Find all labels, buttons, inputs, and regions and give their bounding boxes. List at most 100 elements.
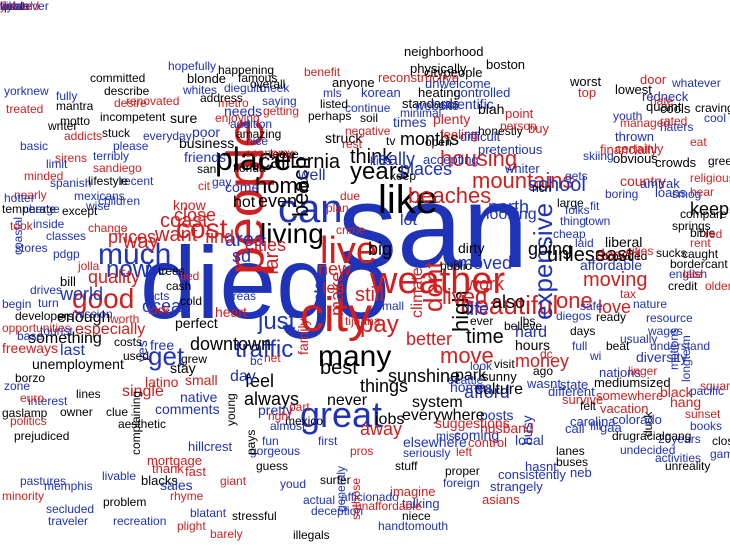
word-money: money <box>515 351 570 371</box>
word-committed: committed <box>90 71 146 85</box>
word-sucks: sucks <box>656 246 687 260</box>
word-grew: grew <box>181 352 208 366</box>
word-buses: buses <box>556 455 589 469</box>
word-hours: hours <box>515 337 551 353</box>
word-pays: pays <box>244 429 258 455</box>
word-living: living <box>260 218 324 249</box>
word-whatever: whatever <box>672 76 721 90</box>
word-coming: coming <box>454 427 500 443</box>
word-well: well <box>298 167 326 184</box>
word-korean: korean <box>361 85 401 100</box>
word-now: now <box>106 256 151 283</box>
word-website: website <box>415 98 460 113</box>
word-part: part <box>289 400 310 414</box>
word-afford: afford <box>464 382 510 402</box>
word-free: free <box>150 337 175 353</box>
word-gay: gay <box>212 175 232 189</box>
word-person: person <box>500 119 537 133</box>
word-giant: giant <box>220 474 247 488</box>
word-crowds: crowds <box>655 155 697 170</box>
word-fully: fully <box>56 89 78 103</box>
word-compare: compare <box>680 207 727 221</box>
word-know: know <box>173 197 206 213</box>
word-describe: describe <box>104 84 150 98</box>
word-smog: smog <box>672 187 702 201</box>
word-unless: unless <box>547 244 605 266</box>
word-inside: inside <box>33 217 65 231</box>
word-rich: rich <box>532 181 552 195</box>
word-far: far <box>261 251 283 275</box>
word-stay: stay <box>170 360 196 376</box>
word-feeling: feeling <box>440 127 479 142</box>
word-strangely: strangely <box>490 479 543 494</box>
word-lot: lot <box>400 212 417 229</box>
word-zone: zone <box>4 379 31 393</box>
word-metro: metro <box>218 96 249 110</box>
word-cravings: cravings <box>695 101 730 115</box>
word-guess: guess <box>256 459 289 473</box>
word-folks: folks <box>565 203 590 217</box>
word-politics: politics <box>10 414 47 428</box>
word-good: good <box>72 283 135 314</box>
word-late: late <box>683 267 703 281</box>
word-dirty: dirty <box>458 240 485 256</box>
word-youth: youth <box>613 109 643 123</box>
word-lowest: lowest <box>615 82 652 97</box>
word-clue: clue <box>106 405 129 419</box>
word-tired: tired <box>0 0 24 13</box>
word-springs: springs <box>672 219 711 233</box>
word-move: move <box>440 343 494 368</box>
word-ready: ready <box>596 310 627 324</box>
word-basic: basic <box>20 139 49 153</box>
word-can: can <box>278 187 343 231</box>
word-aesthetic: aesthetic <box>118 417 167 431</box>
word-stuck: stuck <box>102 126 131 140</box>
word-pretentious: pretentious <box>478 142 543 157</box>
word-hang: hang <box>670 394 702 410</box>
word-diversity: diversity <box>636 349 688 365</box>
word-fill: fill <box>590 419 602 433</box>
word-pastures: pastures <box>20 474 67 488</box>
word-heart: heart <box>215 304 247 320</box>
word-something: something <box>28 330 102 347</box>
word-surfer: surfer <box>320 473 351 487</box>
word-closer: closer <box>712 434 730 448</box>
word-find: find <box>205 227 235 247</box>
word-single: single <box>122 383 164 400</box>
word-downtown: downtown <box>190 334 272 354</box>
word-haters: haters <box>660 120 694 134</box>
word-gorgeous: gorgeous <box>250 444 301 458</box>
word-years: years <box>350 158 409 185</box>
word-black: black <box>660 384 693 400</box>
word-look: look <box>470 359 493 373</box>
word-thank: thank <box>152 461 184 476</box>
word-close: close <box>174 205 217 225</box>
word-climate: climate <box>409 267 426 318</box>
word-youd: youd <box>280 477 307 491</box>
word-love: love <box>598 297 632 317</box>
word-reconstructive: reconstructive <box>378 70 459 85</box>
word-blatant: blatant <box>190 506 227 520</box>
word-safe: safe <box>580 299 603 313</box>
word-stuff: stuff <box>395 459 418 473</box>
word-school: school <box>528 174 586 196</box>
word-mexico: mexico <box>285 414 324 428</box>
word-liberal: liberal <box>605 234 643 250</box>
word-illegals: illegals <box>293 528 330 542</box>
word-native: native <box>180 389 218 405</box>
word-unemployment: unemployment <box>32 356 124 372</box>
word-time: time <box>466 326 504 348</box>
word-imagine: imagine <box>390 484 436 499</box>
word-dylan: dylan <box>0 0 29 13</box>
word-continue: continue <box>345 101 391 115</box>
word-public: public <box>440 259 472 273</box>
word-east: east <box>595 244 633 266</box>
word-jobs: jobs <box>375 411 405 428</box>
word-even: even <box>258 191 298 211</box>
word-terribly: terribly <box>93 149 130 163</box>
word-cash: cash <box>166 279 192 293</box>
word-hard: hard <box>515 324 548 341</box>
word-business: business <box>179 135 235 151</box>
word-nearly: nearly <box>14 188 47 202</box>
word-unaffordable: unaffordable <box>355 499 422 513</box>
